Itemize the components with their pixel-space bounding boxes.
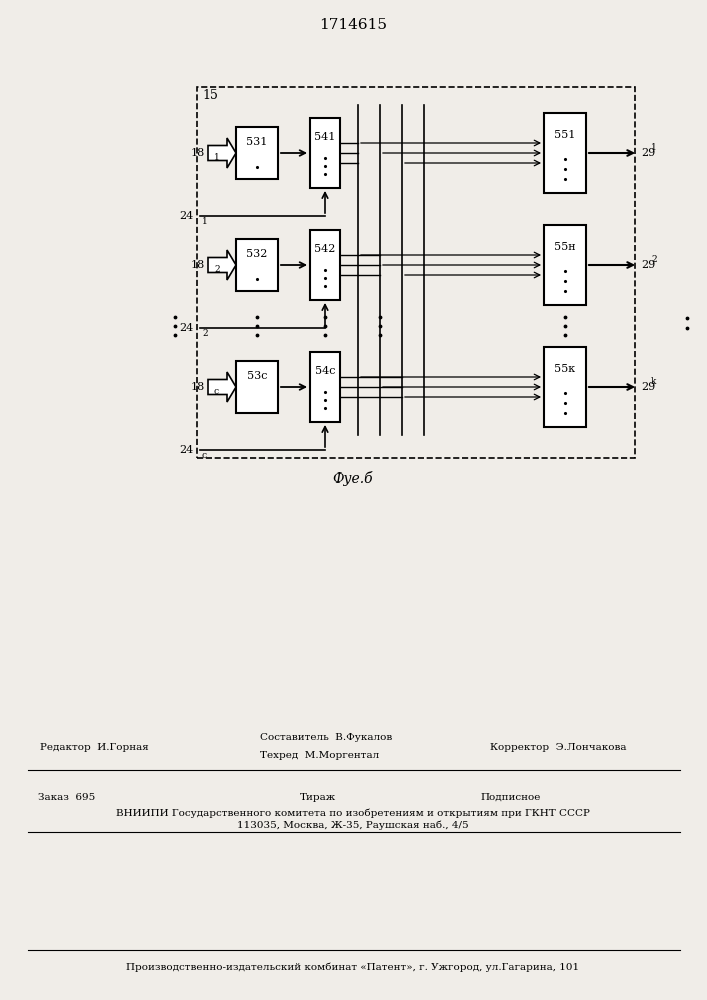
Polygon shape xyxy=(208,372,236,402)
Text: Редактор  И.Горная: Редактор И.Горная xyxy=(40,744,148,752)
Text: 551: 551 xyxy=(554,130,575,140)
Text: k: k xyxy=(651,377,656,386)
Text: 15: 15 xyxy=(202,89,218,102)
Text: 29: 29 xyxy=(641,260,655,270)
Text: 55н: 55н xyxy=(554,242,575,252)
Text: 542: 542 xyxy=(315,244,336,254)
Bar xyxy=(544,225,586,305)
Text: 2: 2 xyxy=(214,265,220,274)
Text: 531: 531 xyxy=(246,137,268,147)
Text: 18: 18 xyxy=(191,382,205,392)
Text: Заказ  695: Заказ 695 xyxy=(38,792,95,802)
Text: Подписное: Подписное xyxy=(480,792,540,802)
Text: 1714615: 1714615 xyxy=(319,18,387,32)
Text: 113035, Москва, Ж-35, Раушская наб., 4/5: 113035, Москва, Ж-35, Раушская наб., 4/5 xyxy=(237,820,469,830)
Text: 18: 18 xyxy=(191,260,205,270)
Bar xyxy=(236,127,278,179)
Text: 53c: 53c xyxy=(247,371,267,381)
Text: 532: 532 xyxy=(246,249,268,259)
Text: 24: 24 xyxy=(180,445,194,455)
Text: 2: 2 xyxy=(202,328,208,338)
Bar xyxy=(197,87,635,458)
Text: 2: 2 xyxy=(651,255,657,264)
Bar xyxy=(236,361,278,413)
Text: 54c: 54c xyxy=(315,366,335,376)
Text: 541: 541 xyxy=(315,132,336,142)
Bar xyxy=(544,347,586,427)
Bar xyxy=(310,352,340,422)
Text: Составитель  В.Фукалов: Составитель В.Фукалов xyxy=(260,734,392,742)
Bar xyxy=(544,113,586,193)
Text: Фуе.б: Фуе.б xyxy=(333,471,373,486)
Text: 1: 1 xyxy=(214,153,220,162)
Text: 24: 24 xyxy=(180,323,194,333)
Text: 29: 29 xyxy=(641,148,655,158)
Text: Производственно-издательский комбинат «Патент», г. Ужгород, ул.Гагарина, 101: Производственно-издательский комбинат «П… xyxy=(127,962,580,972)
Text: 1: 1 xyxy=(202,217,208,226)
Text: c: c xyxy=(214,387,219,396)
Text: ВНИИПИ Государственного комитета по изобретениям и открытиям при ГКНТ СССР: ВНИИПИ Государственного комитета по изоб… xyxy=(116,808,590,818)
Text: c: c xyxy=(202,450,207,460)
Polygon shape xyxy=(208,138,236,168)
Text: 29: 29 xyxy=(641,382,655,392)
Text: 55к: 55к xyxy=(554,364,575,374)
Text: Тираж: Тираж xyxy=(300,792,336,802)
Bar xyxy=(310,118,340,188)
Text: 24: 24 xyxy=(180,211,194,221)
Bar xyxy=(310,230,340,300)
Polygon shape xyxy=(208,250,236,280)
Bar xyxy=(236,239,278,291)
Text: 1: 1 xyxy=(651,143,657,152)
Text: Корректор  Э.Лончакова: Корректор Э.Лончакова xyxy=(490,744,626,752)
Text: Техред  М.Моргентал: Техред М.Моргентал xyxy=(260,752,379,760)
Text: 18: 18 xyxy=(191,148,205,158)
